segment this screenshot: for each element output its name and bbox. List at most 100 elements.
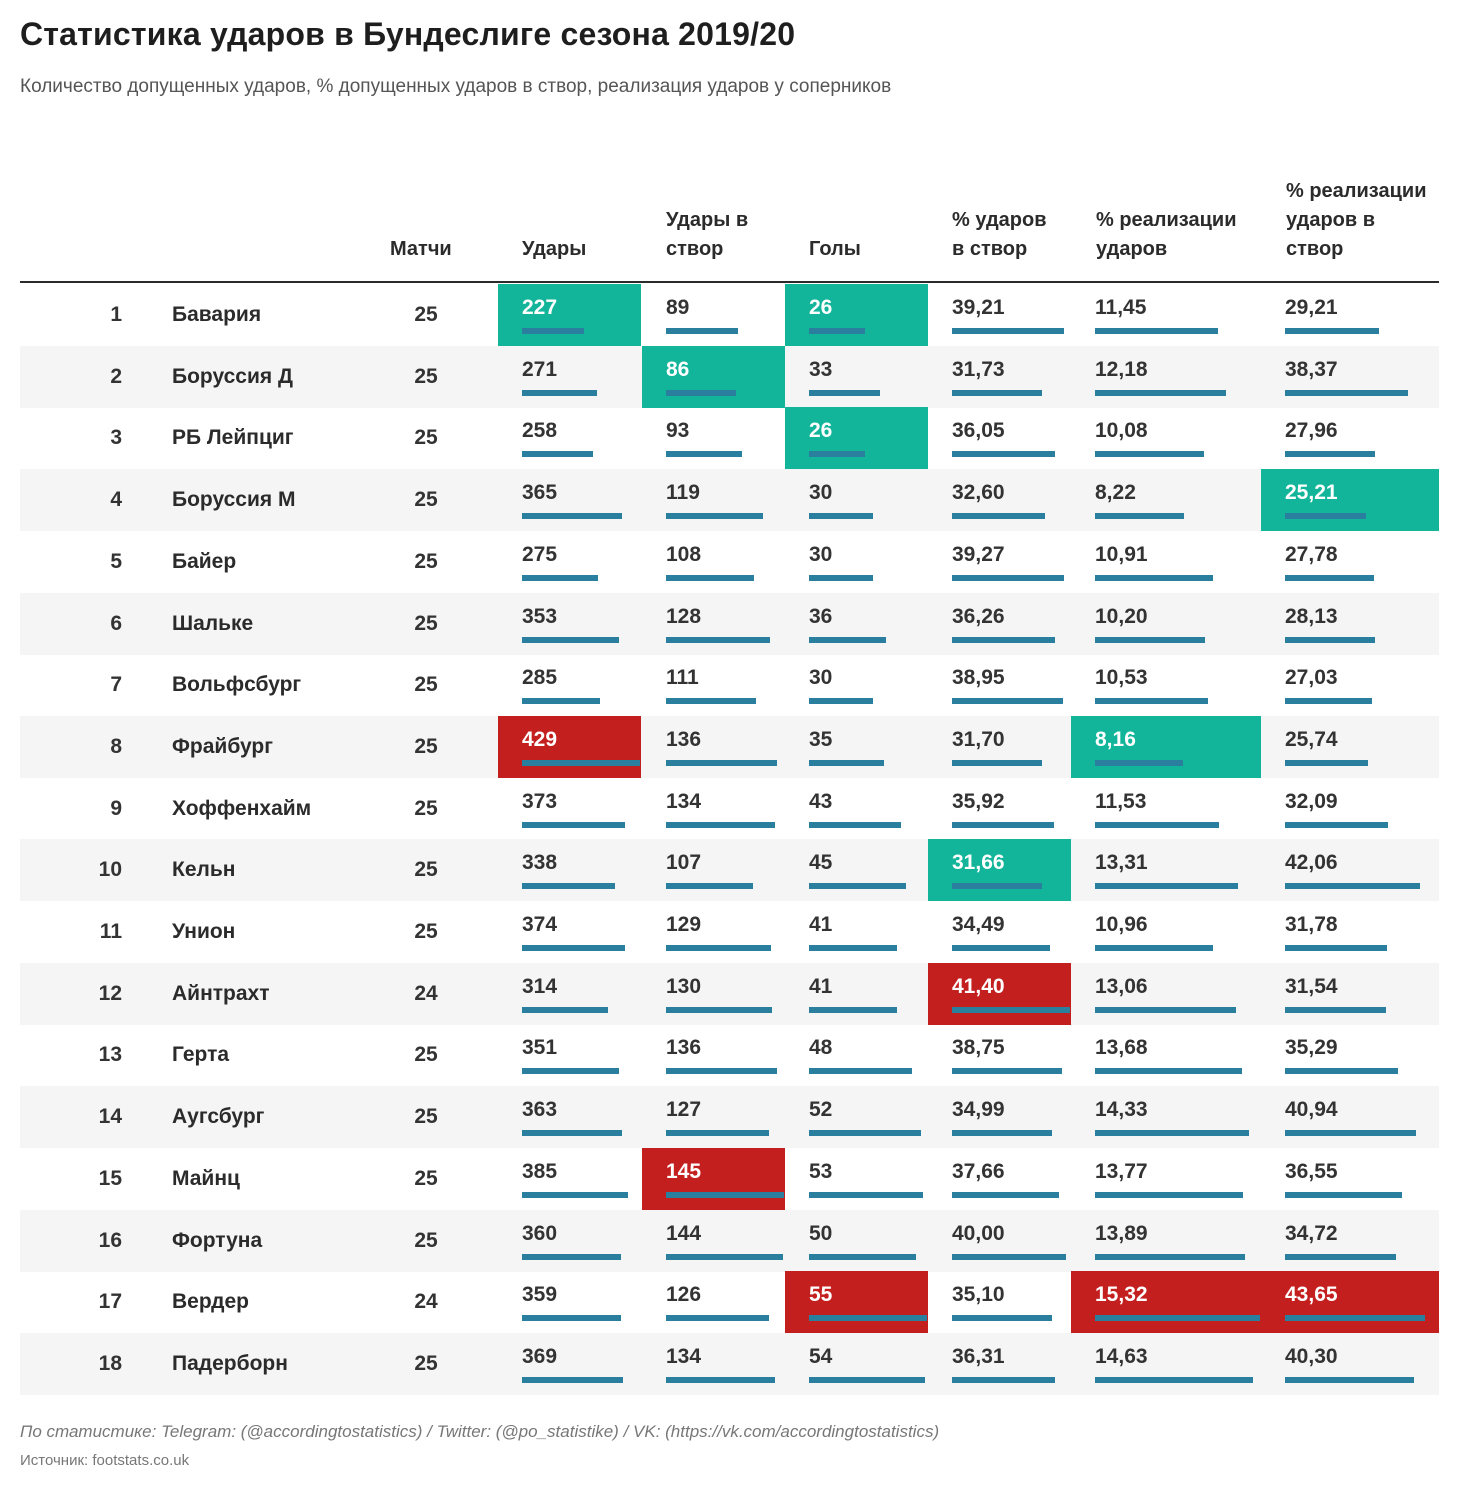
pct-conversion-on-target-cell: 28,13 — [1261, 593, 1439, 655]
table-row: 2 Боруссия Д 25 271 86 33 31,73 12,18 38,37 — [20, 345, 1439, 408]
value-bar — [1285, 1130, 1416, 1137]
value-bar — [952, 945, 1050, 951]
value-bar — [952, 821, 1054, 828]
value-bar — [952, 328, 1064, 334]
value-label: 38,75 — [952, 1036, 1005, 1060]
rank-cell: 1 — [110, 303, 122, 326]
pct-conversion-cell: 8,22 — [1071, 469, 1261, 531]
team-name: Майнц — [172, 1166, 240, 1190]
value-bar — [1095, 451, 1204, 458]
value-label: 32,09 — [1285, 789, 1338, 813]
value-label: 40,94 — [1285, 1098, 1338, 1122]
value-bar — [1285, 328, 1379, 334]
pct-conversion-cell: 8,16 — [1071, 715, 1261, 778]
value-label: 27,78 — [1285, 542, 1338, 566]
value-bar — [952, 759, 1042, 766]
value-bar — [809, 328, 865, 334]
value-label: 39,21 — [952, 296, 1005, 319]
shots-cell: 373 — [498, 778, 641, 840]
value-label: 43,65 — [1285, 1283, 1338, 1307]
chart-subtitle: Количество допущенных ударов, % допущенн… — [20, 76, 892, 97]
pct-on-target-cell: 38,75 — [928, 1024, 1071, 1086]
value-bar — [522, 328, 584, 334]
rank-cell: 9 — [110, 796, 122, 820]
pct-conversion-on-target-cell: 27,03 — [1261, 654, 1439, 716]
value-bar — [809, 821, 901, 828]
table-row: 17 Вердер 24 359 126 55 35,10 15,32 43,65 — [20, 1271, 1439, 1334]
value-label: 34,49 — [952, 913, 1005, 936]
pct-conversion-on-target-cell: 42,06 — [1261, 839, 1439, 901]
value-bar — [1095, 389, 1226, 396]
value-label: 40,30 — [1285, 1344, 1338, 1368]
pct-conversion-on-target-cell: 25,74 — [1261, 716, 1439, 778]
value-label: 353 — [522, 604, 558, 628]
value-bar — [1285, 389, 1408, 396]
value-label: 33 — [809, 357, 833, 381]
value-label: 134 — [666, 1344, 702, 1368]
matches-cell: 25 — [414, 1166, 438, 1190]
value-label: 11,45 — [1095, 296, 1147, 319]
goals-cell: 41 — [785, 963, 928, 1025]
value-bar — [1285, 636, 1375, 643]
value-bar — [1285, 883, 1420, 890]
rank-cell: 6 — [110, 611, 122, 635]
pct-on-target-cell: 36,31 — [928, 1333, 1071, 1395]
on-target-cell: 128 — [642, 593, 785, 655]
value-label: 130 — [666, 974, 702, 998]
shots-cell: 353 — [498, 593, 641, 655]
value-label: 275 — [522, 542, 558, 566]
value-label: 30 — [809, 542, 833, 566]
value-label: 108 — [666, 542, 702, 566]
pct-on-target-cell: 31,73 — [928, 346, 1071, 408]
goals-cell: 48 — [785, 1024, 928, 1086]
value-bar — [952, 389, 1042, 396]
value-bar — [952, 1130, 1052, 1137]
rank-cell: 4 — [110, 488, 122, 512]
value-bar — [1285, 1191, 1402, 1198]
value-label: 111 — [666, 666, 699, 690]
on-target-cell: 93 — [642, 407, 785, 469]
value-label: 41 — [809, 974, 833, 998]
value-label: 338 — [522, 851, 558, 875]
value-label: 30 — [809, 666, 833, 690]
shots-cell: 314 — [498, 963, 641, 1025]
goals-cell: 26 — [785, 407, 928, 470]
value-label: 31,70 — [952, 727, 1005, 751]
value-bar — [952, 451, 1055, 458]
value-bar — [952, 1006, 1070, 1013]
goals-cell: 54 — [785, 1333, 928, 1395]
on-target-cell: 134 — [642, 1333, 785, 1395]
value-label: 30 — [809, 481, 833, 505]
goals-cell: 30 — [785, 469, 928, 531]
value-bar — [522, 1068, 619, 1075]
pct-conversion-on-target-cell: 27,96 — [1261, 407, 1439, 469]
value-label: 14,63 — [1095, 1344, 1148, 1368]
table-row: 12 Айнтрахт 24 314 130 41 41,40 13,06 31,54 — [20, 962, 1439, 1025]
table-row: 1 Бавария 25 227 89 26 39,21 11,45 29,21 — [20, 284, 1439, 346]
value-label: 89 — [666, 296, 690, 319]
value-label: 36,05 — [952, 419, 1005, 443]
value-label: 369 — [522, 1344, 558, 1368]
value-bar — [1285, 574, 1374, 581]
on-target-cell: 130 — [642, 963, 785, 1025]
value-label: 32,60 — [952, 481, 1005, 505]
value-label: 15,32 — [1095, 1283, 1148, 1307]
value-label: 107 — [666, 851, 702, 875]
value-bar — [1095, 574, 1213, 581]
pct-conversion-cell: 14,63 — [1071, 1333, 1261, 1395]
value-bar — [666, 821, 775, 828]
value-bar — [666, 636, 770, 643]
pct-on-target-cell: 37,66 — [928, 1148, 1071, 1210]
value-label: 10,96 — [1095, 913, 1148, 936]
value-label: 35 — [809, 727, 833, 751]
value-bar — [809, 945, 897, 951]
value-bar — [522, 1130, 622, 1137]
value-label: 36,26 — [952, 604, 1005, 628]
value-label: 285 — [522, 666, 558, 690]
on-target-cell: 86 — [642, 345, 785, 408]
team-name: Кельн — [172, 858, 236, 882]
value-label: 39,27 — [952, 542, 1005, 566]
matches-cell: 25 — [414, 426, 438, 450]
goals-cell: 30 — [785, 531, 928, 593]
table-row: 7 Вольфсбург 25 285 111 30 38,95 10,53 27,03 — [20, 654, 1439, 716]
